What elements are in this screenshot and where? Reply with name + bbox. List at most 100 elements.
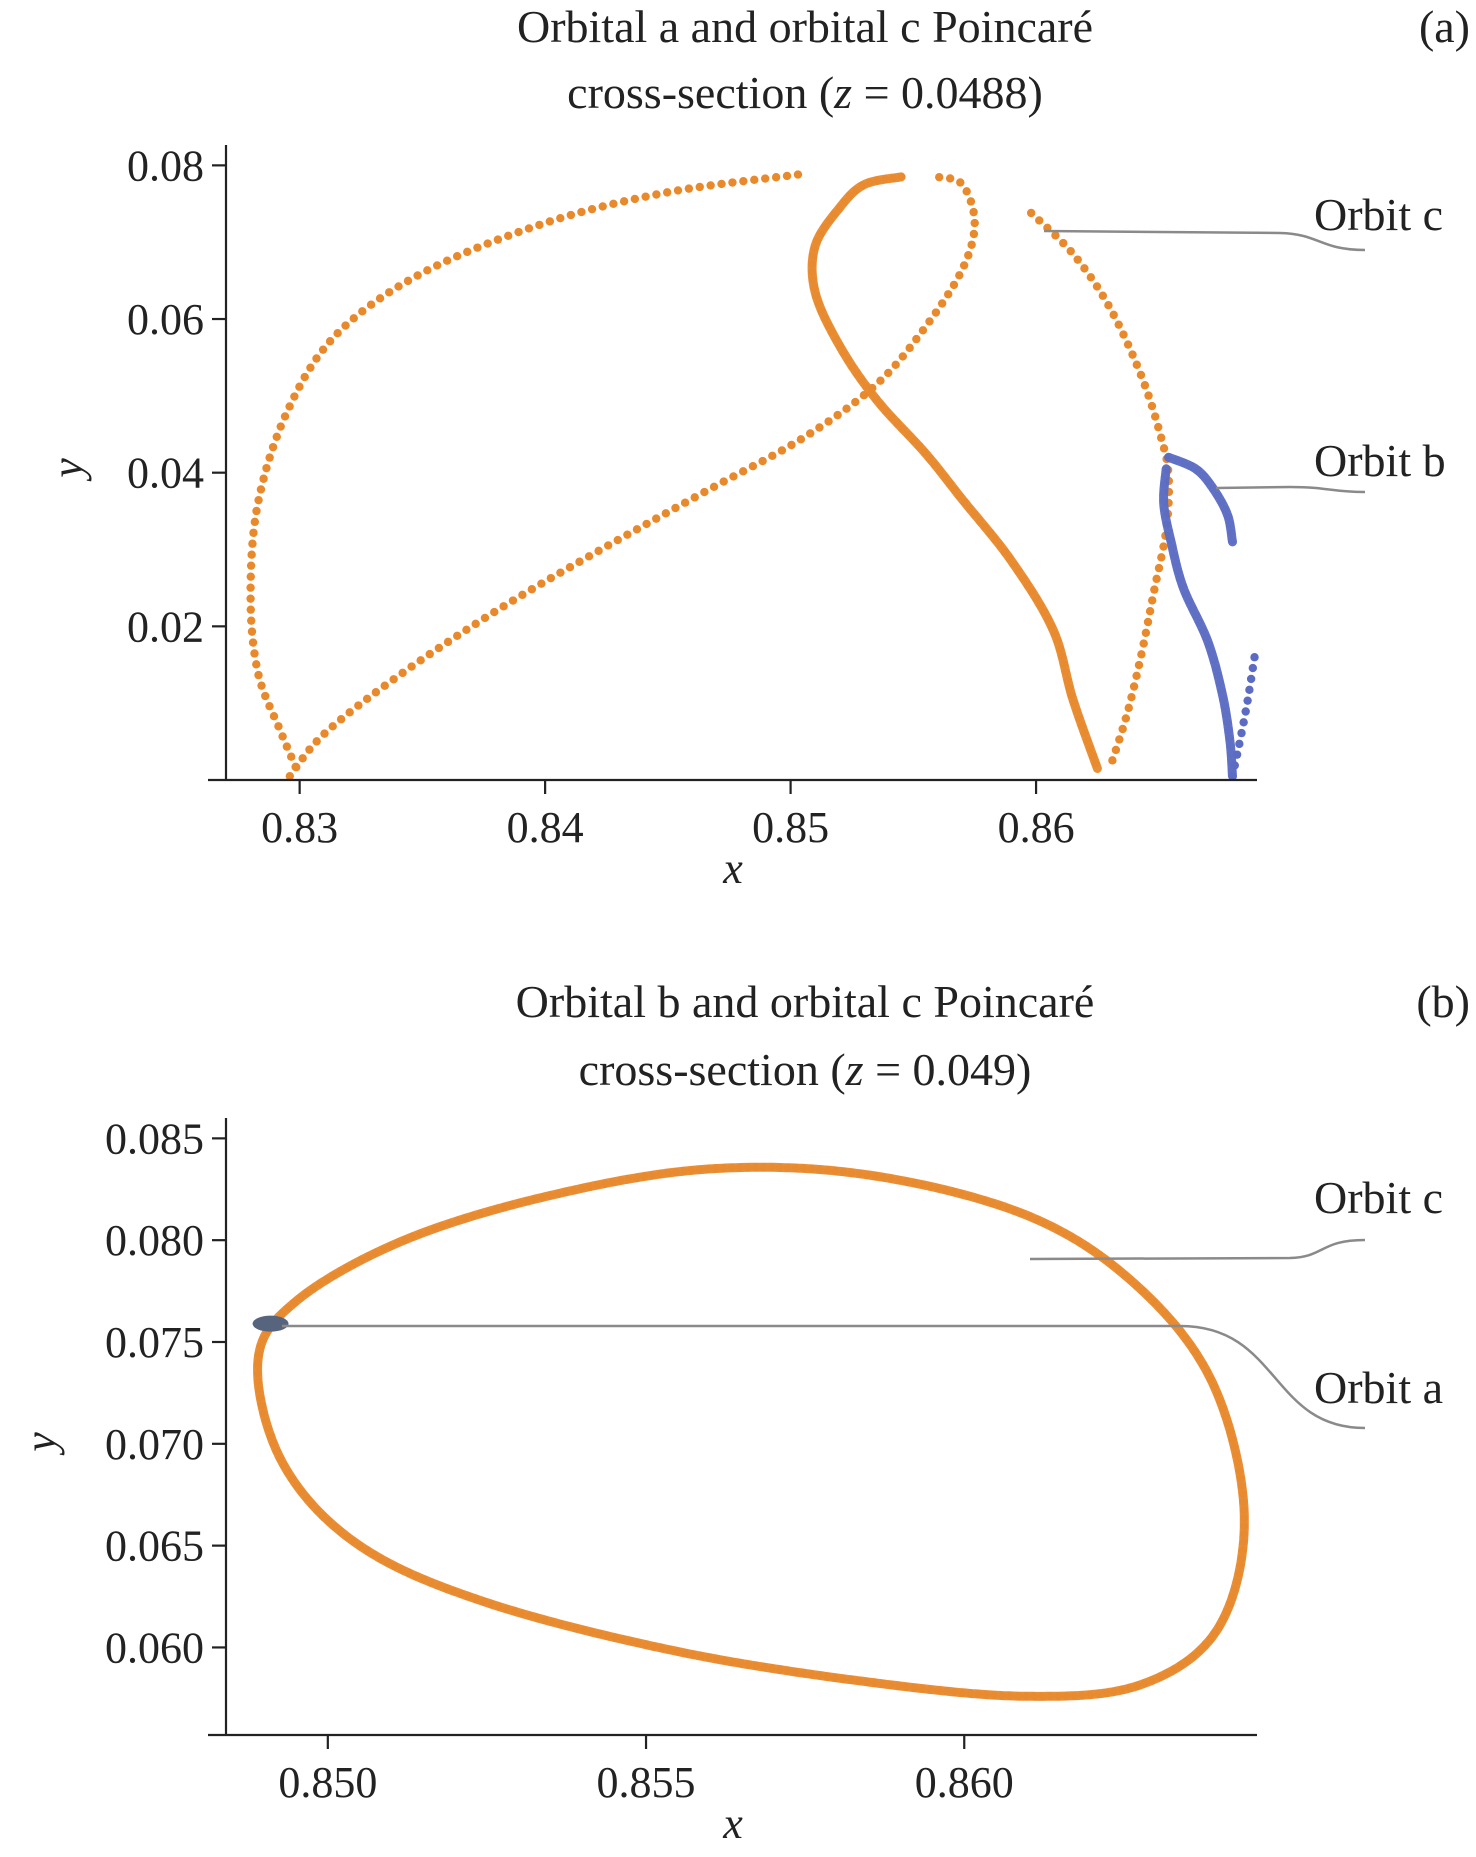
chart-a-series-orbit-c-point bbox=[1132, 360, 1142, 369]
chart-a-series-orbit-c-trajectory bbox=[807, 172, 1102, 773]
chart-a-series-orbit-c-point bbox=[768, 451, 777, 461]
chart-a-series-orbit-c-point bbox=[341, 321, 350, 330]
chart-a-series-orbit-c-point bbox=[959, 261, 969, 270]
chart-a-series-orbit-c-point bbox=[328, 722, 337, 731]
chart-b-leader-orbit-a bbox=[282, 1324, 1366, 1430]
chart-a-series-orbit-c-point bbox=[1026, 208, 1036, 218]
chart-b-series-orbit-c-point bbox=[634, 1638, 643, 1647]
chart-b-series-orbit-c-point bbox=[831, 1166, 840, 1175]
chart-b-series-orbit-c-point bbox=[556, 1620, 565, 1629]
chart-b-series-orbit-c-point bbox=[791, 1164, 800, 1173]
chart-a-series-orbit-c-point bbox=[508, 596, 518, 605]
chart-b-series-orbit-c-point bbox=[1018, 1209, 1027, 1218]
chart-b-series-orbit-c-point bbox=[775, 1665, 784, 1674]
chart-a-series-orbit-c-point bbox=[1157, 553, 1166, 562]
chart-b-series-orbit-c-point bbox=[264, 1424, 273, 1433]
chart-a-series-orbit-c-point bbox=[962, 187, 971, 196]
chart-a-series-orbit-c-point bbox=[499, 602, 508, 611]
chart-a-series-orbit-c-point bbox=[287, 752, 296, 761]
chart-b-series-orbit-c-point bbox=[995, 1201, 1004, 1210]
chart-b-series-orbit-c-point bbox=[548, 1618, 557, 1627]
chart-a-series-orbit-c-point bbox=[249, 528, 258, 537]
chart-b-series-orbit-c-point bbox=[1225, 1600, 1234, 1609]
chart-a-series-orbit-c-point bbox=[842, 404, 851, 413]
chart-b-series-orbit-c-point bbox=[1213, 1389, 1222, 1398]
chart-b-series-orbit-c-point bbox=[292, 1481, 301, 1490]
chart-b-series-orbit-c-point bbox=[356, 1541, 365, 1550]
chart-a-series-orbit-c-point bbox=[598, 202, 607, 211]
chart-b-series-orbit-c-point bbox=[972, 1194, 981, 1203]
chart-a-series-orbit-c-point bbox=[918, 326, 928, 335]
chart-a-series-orbit-c-point bbox=[831, 335, 840, 344]
chart-a-y-tick-label: 0.06 bbox=[127, 295, 204, 344]
chart-b-y-axis-label: y bbox=[16, 1432, 65, 1456]
chart-a-series-orbit-c-point bbox=[248, 638, 258, 647]
chart-b-series-orbit-c-point bbox=[958, 1688, 967, 1697]
chart-b-series-orbit-c-point bbox=[484, 1207, 493, 1216]
chart-b-series-orbit-c-point bbox=[1061, 1229, 1070, 1238]
chart-a-series-orbit-c-point bbox=[909, 436, 918, 445]
chart-a-series-orbit-c-point bbox=[276, 422, 285, 431]
chart-a-series-orbit-c-point bbox=[1128, 350, 1137, 359]
chart-a-callout-orbit-b: Orbit b bbox=[1314, 435, 1446, 486]
chart-b-series-orbit-c-point bbox=[290, 1298, 299, 1307]
chart-b-series-orbit-c-point bbox=[515, 1199, 524, 1208]
chart-b-series-orbit-c-point bbox=[1082, 1242, 1091, 1251]
chart-a-series-orbit-c-point bbox=[671, 503, 680, 513]
chart-b-series-orbit-c-point bbox=[839, 1674, 848, 1683]
chart-a-series-orbit-c-point bbox=[937, 299, 947, 308]
chart-a-series-orbit-c-point bbox=[771, 173, 781, 182]
chart-b-series-orbit-c-point bbox=[744, 1660, 753, 1669]
chart-a-series-orbit-c-point bbox=[325, 337, 335, 346]
chart-a-series-orbit-c-point bbox=[805, 429, 815, 438]
chart-a-series-orbit-c-point bbox=[684, 184, 694, 193]
chart-b-series-orbit-c-point bbox=[302, 1494, 311, 1503]
chart-b-series-orbit-c-point bbox=[254, 1350, 263, 1359]
chart-a-series-orbit-c-point bbox=[865, 178, 874, 187]
chart-a-series-orbit-c-point bbox=[282, 742, 292, 751]
chart-a-series-orbit-c-point bbox=[545, 217, 555, 226]
chart-b-series-orbit-c-point bbox=[863, 1170, 872, 1179]
chart-b-series-orbit-c-point bbox=[918, 1180, 927, 1189]
chart-b-series-orbit-c-point bbox=[315, 1279, 324, 1288]
chart-b-series-orbit-c-point bbox=[296, 1293, 305, 1302]
chart-b-series-orbit-c-point bbox=[261, 1416, 270, 1425]
chart-a-series-orbit-c-point bbox=[966, 197, 976, 206]
chart-b-series-orbit-c-point bbox=[442, 1584, 451, 1593]
chart-a-series-orbit-c-point bbox=[739, 176, 748, 186]
chart-a-series-orbit-b-point bbox=[1172, 559, 1181, 568]
chart-b-series-orbit-c-point bbox=[330, 1522, 339, 1531]
chart-a-series-orbit-b-point bbox=[1166, 536, 1175, 545]
chart-b-series-orbit-c-point bbox=[390, 1562, 399, 1571]
chart-a-series-orbit-c-point bbox=[584, 552, 594, 561]
chart-a-series-orbit-c-point bbox=[1098, 291, 1108, 300]
chart-b-series-orbit-c-point bbox=[1022, 1692, 1031, 1701]
chart-a-series-orbit-c-point bbox=[810, 283, 819, 292]
chart-b-series-orbit-c-point bbox=[525, 1611, 534, 1620]
chart-a-series-orbit-c-point bbox=[290, 392, 299, 401]
chart-a-series-orbit-c-point bbox=[577, 207, 586, 217]
chart-a-series-orbit-c-point bbox=[750, 175, 759, 185]
chart-a-series-orbit-c-point bbox=[1144, 391, 1153, 400]
chart-b-series-orbit-c-point bbox=[318, 1511, 327, 1520]
chart-b-series-orbit-c-point bbox=[464, 1592, 473, 1601]
chart-b-series-orbit-c-point bbox=[1047, 1222, 1056, 1231]
chart-a-series-orbit-c-point bbox=[407, 662, 416, 671]
chart-a-series-orbit-c-point bbox=[872, 395, 881, 404]
chart-a-series-orbit-c-point bbox=[300, 372, 309, 382]
chart-b-series-orbit-c-point bbox=[408, 1232, 417, 1241]
chart-b-series-orbit-c-point bbox=[405, 1569, 414, 1578]
chart-a-series-orbit-b-point bbox=[1199, 625, 1208, 634]
chart-a-series-orbit-c-point bbox=[349, 314, 358, 323]
chart-a-x-tick-label: 0.84 bbox=[507, 803, 584, 852]
chart-a-series-orbit-b-point bbox=[1176, 574, 1185, 583]
chart-a-series-orbit-c-point bbox=[808, 276, 817, 285]
chart-a-series-orbit-c-point bbox=[931, 308, 941, 317]
chart-a-series-orbit-c-point bbox=[432, 261, 442, 270]
chart-a-series-orbit-b-point bbox=[1162, 464, 1171, 473]
chart-a-series-orbit-c-point bbox=[891, 360, 900, 370]
chart-b-series-orbit-c-point bbox=[783, 1163, 792, 1172]
chart-a-series-orbit-c-point bbox=[808, 260, 817, 269]
chart-b-series-orbit-c-point bbox=[397, 1565, 406, 1574]
chart-a-series-orbit-c-point bbox=[1077, 721, 1086, 730]
